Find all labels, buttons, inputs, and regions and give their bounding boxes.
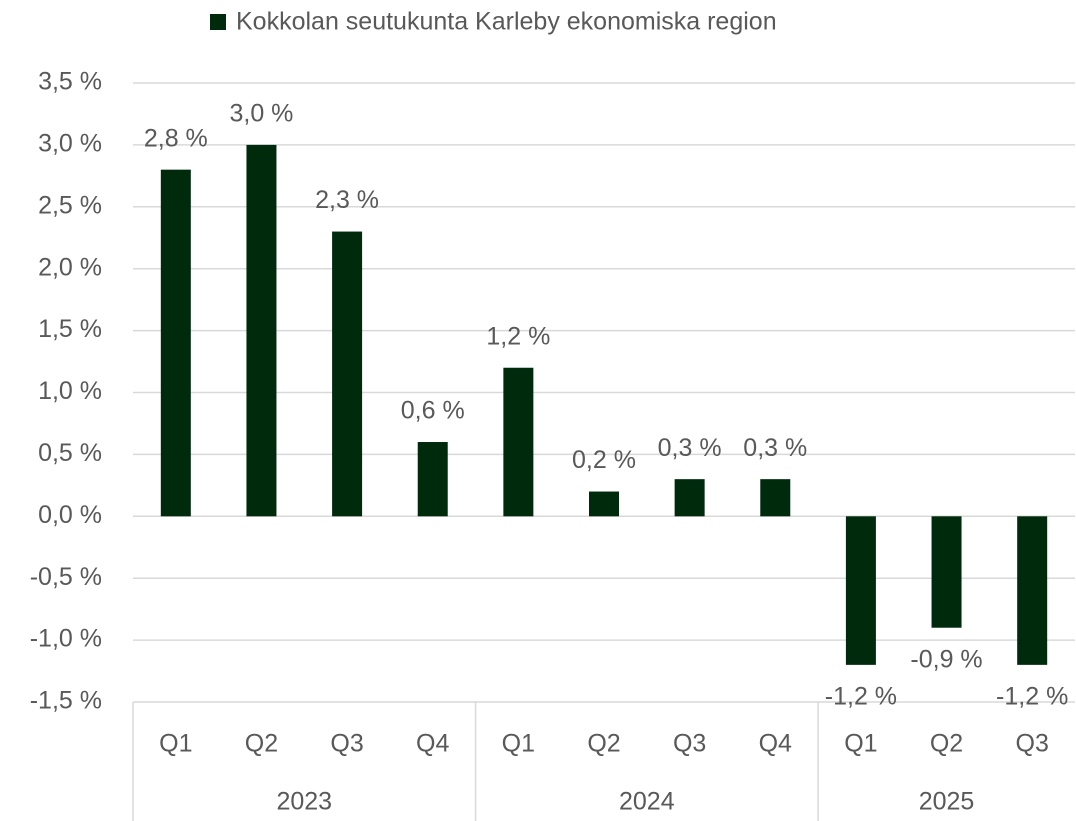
y-tick-label: 0,5 % — [38, 439, 102, 467]
x-tick-label: Q3 — [330, 730, 363, 758]
y-tick-label: 3,5 % — [38, 68, 102, 96]
x-tick-label: Q1 — [844, 730, 877, 758]
x-tick-label: Q1 — [502, 730, 535, 758]
x-tick-label: Q3 — [1016, 730, 1049, 758]
bar — [246, 144, 277, 517]
legend-label: Kokkolan seutukunta Karleby ekonomiska r… — [236, 8, 777, 36]
bar — [674, 479, 705, 517]
x-tick-label: Q1 — [159, 730, 192, 758]
value-label: -1,2 % — [825, 682, 897, 710]
y-tick-label: -1,5 % — [30, 687, 102, 715]
bar — [503, 367, 534, 517]
bar — [1017, 516, 1048, 665]
y-tick-label: -1,0 % — [30, 625, 102, 653]
value-label: 2,3 % — [315, 186, 379, 214]
group-label: 2023 — [276, 788, 332, 816]
value-label: 1,2 % — [486, 322, 550, 350]
value-label: 2,8 % — [144, 124, 208, 152]
bar — [931, 516, 962, 628]
y-tick-label: 0,0 % — [38, 501, 102, 529]
value-label: 0,3 % — [743, 434, 807, 462]
group-label: 2025 — [919, 788, 975, 816]
x-tick-label: Q4 — [759, 730, 792, 758]
y-tick-label: 1,5 % — [38, 315, 102, 343]
x-tick-label: Q2 — [930, 730, 963, 758]
value-label: 0,2 % — [572, 446, 636, 474]
group-label: 2024 — [619, 788, 675, 816]
x-tick-label: Q3 — [673, 730, 706, 758]
y-tick-label: 2,0 % — [38, 253, 102, 281]
value-label: 3,0 % — [229, 100, 293, 128]
y-tick-label: 2,5 % — [38, 191, 102, 219]
y-tick-label: 1,0 % — [38, 377, 102, 405]
bar — [332, 231, 363, 517]
x-tick-label: Q2 — [245, 730, 278, 758]
value-label: 0,3 % — [658, 434, 722, 462]
bar — [589, 491, 619, 517]
x-tick-label: Q2 — [587, 730, 620, 758]
y-tick-label: -0,5 % — [30, 563, 102, 591]
legend-swatch — [210, 14, 226, 30]
value-label: -1,2 % — [996, 682, 1068, 710]
bar — [845, 516, 876, 665]
x-tick-label: Q4 — [416, 730, 449, 758]
value-label: -0,9 % — [910, 645, 982, 673]
value-label: 0,6 % — [401, 397, 465, 425]
bar — [417, 442, 448, 517]
y-tick-label: 3,0 % — [38, 130, 102, 158]
bar — [760, 479, 791, 517]
bar — [160, 169, 191, 517]
